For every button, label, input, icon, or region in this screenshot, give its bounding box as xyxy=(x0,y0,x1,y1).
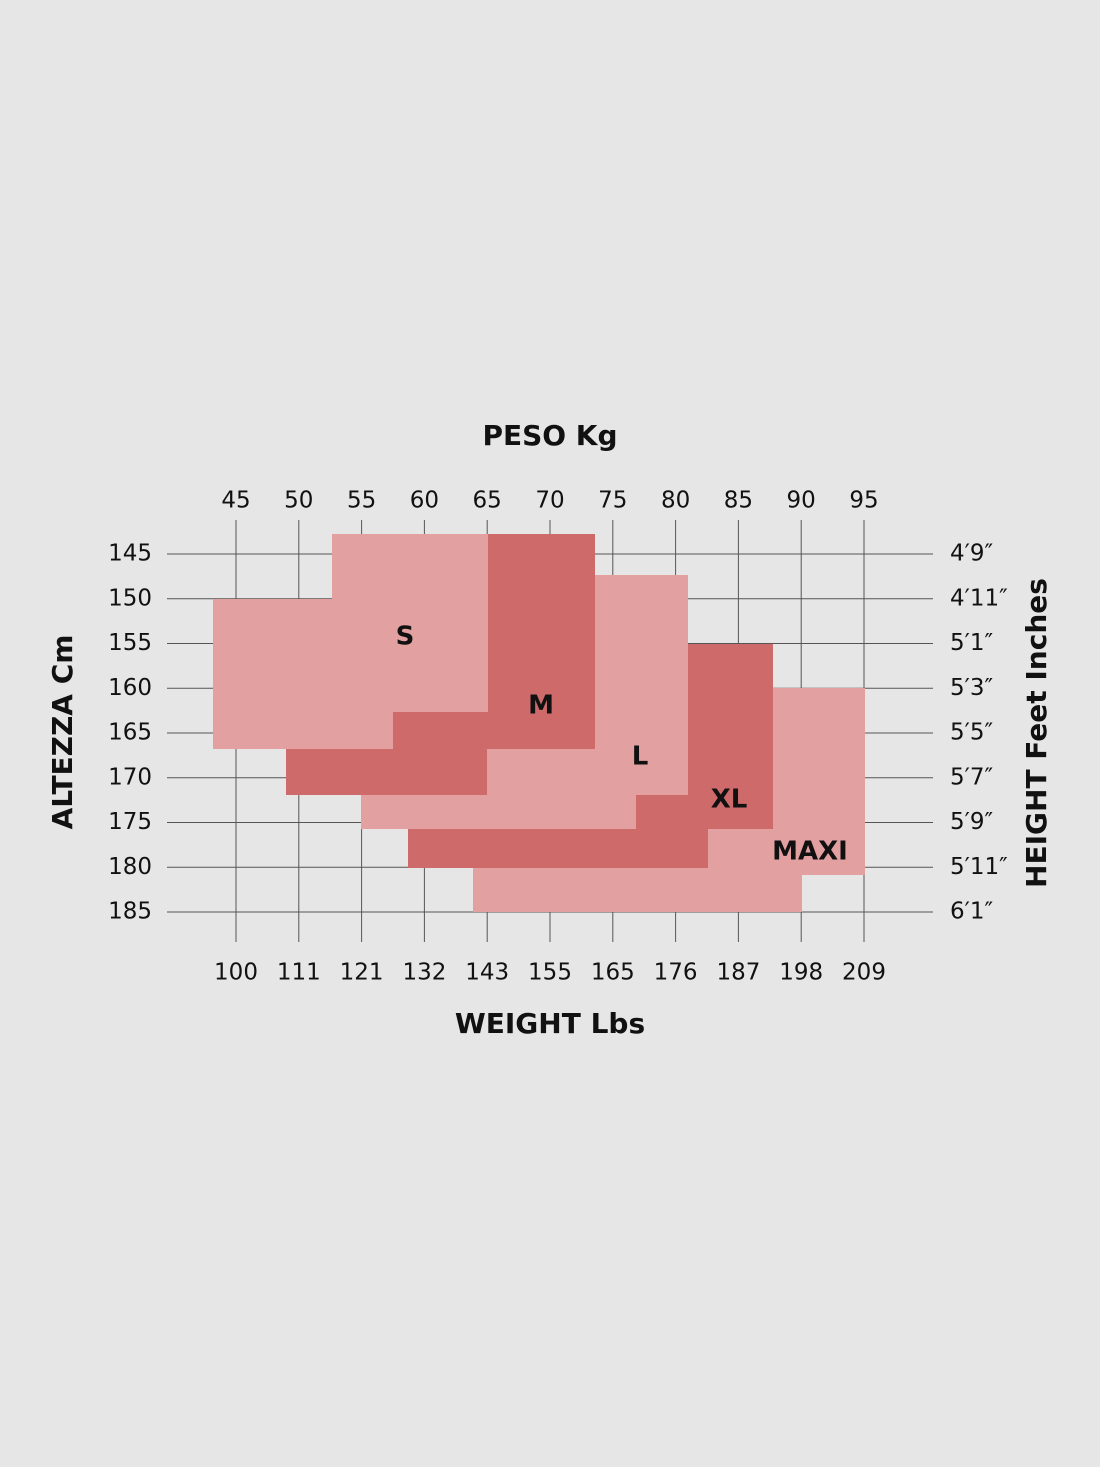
right-tick-label: 5′3″ xyxy=(950,675,993,701)
left-tick-label: 175 xyxy=(108,809,152,835)
top-tick-label: 75 xyxy=(598,488,627,514)
bottom-tick-label: 132 xyxy=(402,960,446,986)
top-tick-label: 50 xyxy=(284,488,313,514)
top-tick-label: 70 xyxy=(535,488,564,514)
left-tick-label: 145 xyxy=(108,541,152,567)
size-region-xl xyxy=(408,644,773,868)
right-tick-label: 4′9″ xyxy=(950,541,993,567)
left-tick-label: 160 xyxy=(108,675,152,701)
bottom-tick-label: 165 xyxy=(591,960,635,986)
left-tick-label: 185 xyxy=(108,899,152,925)
right-tick-label: 6′1″ xyxy=(950,899,993,925)
size-label: S xyxy=(396,622,415,652)
top-tick-label: 65 xyxy=(473,488,502,514)
bottom-tick-label: 187 xyxy=(716,960,760,986)
right-tick-label: 5′7″ xyxy=(950,764,993,790)
top-tick-label: 90 xyxy=(787,488,816,514)
right-tick-label: 5′9″ xyxy=(950,809,993,835)
left-tick-label: 165 xyxy=(108,720,152,746)
right-tick-label: 5′1″ xyxy=(950,630,993,656)
left-tick-label: 180 xyxy=(108,854,152,880)
size-region-s xyxy=(213,534,488,749)
top-tick-label: 60 xyxy=(410,488,439,514)
right-tick-label: 5′11″ xyxy=(950,854,1008,880)
left-axis-title: ALTEZZA Cm xyxy=(46,635,79,830)
size-label: XL xyxy=(711,785,748,815)
size-region-l xyxy=(361,575,688,829)
bottom-tick-label: 155 xyxy=(528,960,572,986)
top-axis-title: PESO Kg xyxy=(482,419,617,452)
size-region-m xyxy=(286,534,595,795)
bottom-tick-label: 121 xyxy=(340,960,384,986)
top-tick-label: 80 xyxy=(661,488,690,514)
bottom-tick-label: 198 xyxy=(779,960,823,986)
left-tick-label: 155 xyxy=(108,630,152,656)
bottom-axis-title: WEIGHT Lbs xyxy=(455,1007,645,1040)
top-tick-label: 45 xyxy=(221,488,250,514)
size-region-maxi xyxy=(473,688,865,912)
top-tick-label: 85 xyxy=(724,488,753,514)
right-tick-label: 5′5″ xyxy=(950,720,993,746)
size-label: MAXI xyxy=(772,837,848,867)
bottom-tick-label: 143 xyxy=(465,960,509,986)
right-axis-title: HEIGHT Feet Inches xyxy=(1020,578,1053,888)
bottom-tick-label: 176 xyxy=(654,960,698,986)
bottom-tick-label: 100 xyxy=(214,960,258,986)
top-tick-label: 95 xyxy=(849,488,878,514)
bottom-tick-label: 209 xyxy=(842,960,886,986)
right-tick-label: 4′11″ xyxy=(950,585,1008,611)
bottom-tick-label: 111 xyxy=(277,960,321,986)
left-tick-label: 150 xyxy=(108,585,152,611)
left-tick-label: 170 xyxy=(108,764,152,790)
top-tick-label: 55 xyxy=(347,488,376,514)
size-label: L xyxy=(632,742,649,772)
size-label: M xyxy=(528,691,554,721)
